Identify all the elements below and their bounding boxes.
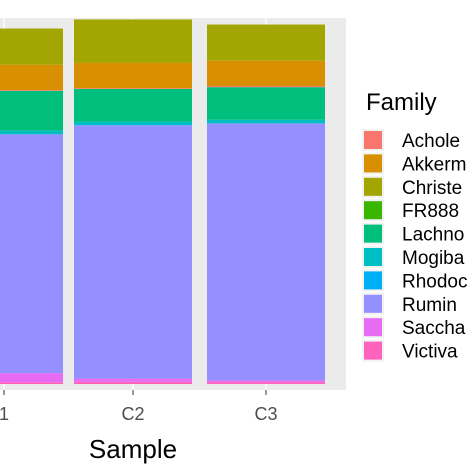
bar-segment-rumin	[0, 134, 63, 374]
bar-stack-1	[0, 28, 63, 384]
legend-item-christe: Christe	[362, 175, 462, 199]
bar-segment-saccha	[74, 378, 192, 382]
legend-item-akkerm: Akkerm	[362, 152, 466, 175]
legend-swatch	[364, 177, 382, 196]
x-axis-ticks: 1 C2 C3	[0, 390, 278, 424]
legend-swatch	[364, 341, 382, 360]
bar-segment-achole	[207, 86, 325, 88]
legend-label: Achole	[402, 131, 460, 152]
x-tick-label: C3	[254, 404, 277, 424]
legend-label: FR888	[402, 201, 459, 222]
legend-swatch	[364, 294, 382, 313]
bar-segment-extra-1	[207, 24, 325, 61]
legend-swatch	[364, 201, 382, 220]
legend-item-rumin: Rumin	[362, 292, 457, 316]
legend-label: Christe	[402, 178, 462, 199]
legend-label: Akkerm	[402, 154, 466, 175]
legend-label: Lachno	[402, 225, 464, 246]
bars	[0, 19, 325, 384]
bar-segment-extra-1	[74, 19, 192, 63]
bar-stack-c2	[74, 19, 192, 384]
bar-segment-rumin	[207, 123, 325, 381]
bar-segment-mogiba	[207, 119, 325, 124]
legend-item-achole: Achole	[362, 129, 460, 152]
legend-swatch	[364, 154, 382, 173]
bar-segment-lachno	[0, 90, 63, 131]
bar-segment-victiva	[207, 382, 325, 384]
legend-swatch	[364, 318, 382, 337]
legend-swatch	[364, 248, 382, 266]
legend-item-rhodoc: Rhodoc	[362, 269, 468, 292]
legend-item-fr888: FR888	[362, 199, 459, 222]
legend-item-lachno: Lachno	[362, 222, 464, 246]
bar-segment-extra-0	[207, 60, 325, 87]
legend-swatch	[364, 131, 382, 149]
x-tick-label: 1	[0, 404, 9, 424]
bar-segment-lachno	[74, 88, 192, 122]
legend-label: Rumin	[402, 295, 457, 316]
x-tick-label: C2	[121, 404, 144, 424]
bar-segment-lachno	[207, 87, 325, 120]
bar-segment-extra-1	[0, 28, 63, 65]
bar-segment-achole	[0, 90, 63, 91]
legend-swatch	[364, 224, 382, 243]
bar-segment-saccha	[0, 373, 63, 383]
bar-segment-saccha	[207, 380, 325, 383]
legend-swatch	[364, 271, 382, 290]
legend-label: Mogiba	[402, 248, 465, 269]
legend-item-saccha: Saccha	[362, 316, 466, 339]
legend-label: Saccha	[402, 318, 466, 339]
bar-segment-victiva	[0, 382, 63, 384]
bar-segment-mogiba	[74, 121, 192, 126]
bar-segment-extra-0	[74, 62, 192, 89]
bar-segment-extra-0	[0, 64, 63, 91]
bar-segment-achole	[74, 88, 192, 89]
bar-stack-c3	[207, 24, 325, 384]
legend-label: Victiva	[402, 342, 458, 363]
legend-item-mogiba: Mogiba	[362, 246, 465, 269]
bar-segment-mogiba	[0, 130, 63, 135]
legend-title: Family	[366, 89, 437, 116]
x-axis-title: Sample	[89, 434, 177, 464]
legend-item-victiva: Victiva	[362, 339, 458, 363]
legend-label: Rhodoc	[402, 271, 468, 292]
bar-segment-rumin	[74, 125, 192, 379]
bar-segment-victiva	[74, 381, 192, 384]
